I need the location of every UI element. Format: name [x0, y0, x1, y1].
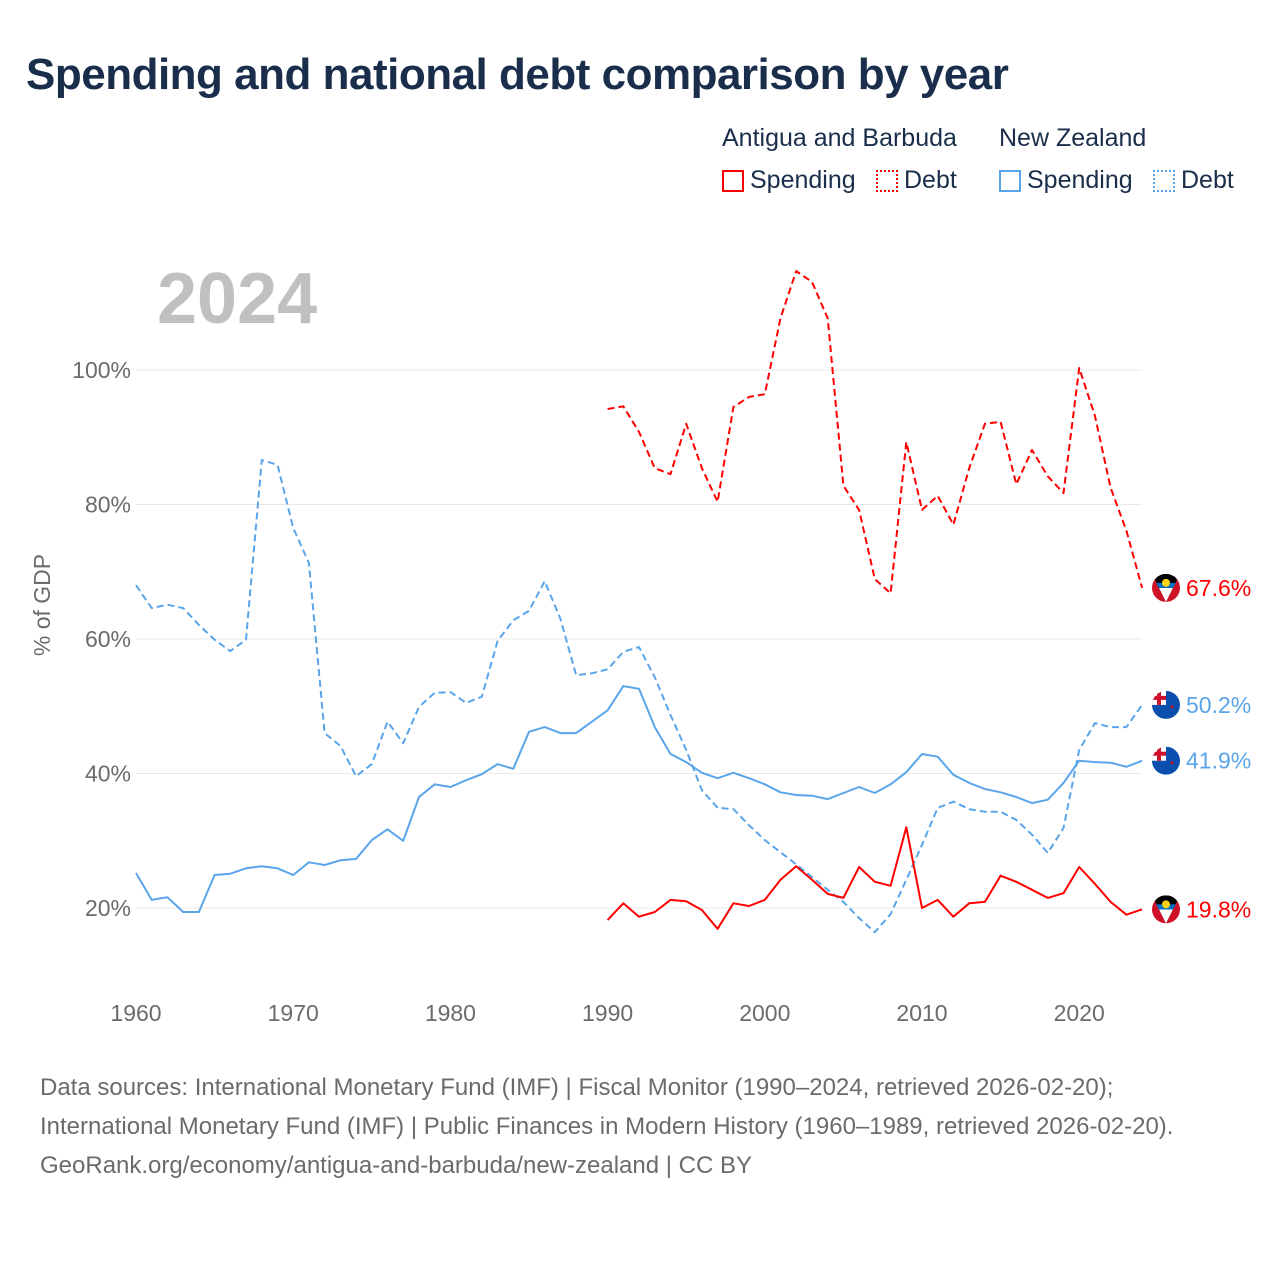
y-tick-label: 80%: [85, 492, 131, 518]
series-line-antigua-and-barbuda-debt[interactable]: [607, 270, 1144, 595]
antigua-flag-icon: [1152, 573, 1180, 602]
end-value-label: 41.9%: [1186, 748, 1251, 774]
series-line-new-zealand-debt[interactable]: [135, 459, 1143, 934]
data-sources: Data sources: International Monetary Fun…: [40, 1074, 1174, 1140]
legend-group-title: Antigua and Barbuda: [722, 124, 957, 152]
x-tick-label: 1960: [110, 1000, 161, 1026]
series-line-new-zealand-spending[interactable]: [135, 685, 1143, 913]
x-tick-label: 2010: [896, 1000, 947, 1026]
y-axis-label: % of GDP: [29, 554, 55, 656]
new-zealand-flag-icon: [1152, 746, 1180, 775]
credit-link[interactable]: GeoRank.org/economy/antigua-and-barbuda/…: [40, 1152, 752, 1179]
x-tick-label: 2000: [739, 1000, 790, 1026]
legend-label: Spending: [1027, 166, 1133, 194]
legend-label: Debt: [904, 166, 957, 194]
y-tick-label: 40%: [85, 761, 131, 787]
legend-group-title: New Zealand: [999, 124, 1147, 152]
dotted-swatch-icon: [1153, 169, 1175, 192]
legend-item-nz-debt[interactable]: Debt: [1153, 166, 1234, 195]
year-watermark: 2024: [157, 259, 317, 339]
legend-item-nz-spending[interactable]: Spending: [999, 166, 1133, 195]
end-value-label: 19.8%: [1186, 896, 1251, 922]
legend-label: Spending: [750, 166, 856, 194]
series-line-antigua-and-barbuda-spending[interactable]: [606, 826, 1143, 930]
y-tick-label: 60%: [85, 626, 131, 652]
legend-item-antigua-debt[interactable]: Debt: [876, 166, 957, 195]
chart-title: Spending and national debt comparison by…: [26, 50, 1009, 99]
legend-item-antigua-spending[interactable]: Spending: [722, 166, 856, 195]
solid-swatch-icon: [999, 169, 1021, 192]
y-tick-label: 20%: [85, 895, 131, 921]
solid-swatch-icon: [722, 169, 744, 192]
antigua-flag-icon: [1152, 895, 1180, 924]
y-tick-label: 100%: [72, 357, 131, 383]
dotted-swatch-icon: [876, 169, 898, 192]
end-value-label: 67.6%: [1186, 575, 1251, 601]
footer: Data sources: International Monetary Fun…: [40, 1068, 1240, 1185]
legend-label: Debt: [1181, 166, 1234, 194]
x-tick-label: 1970: [268, 1000, 319, 1026]
end-value-label: 50.2%: [1186, 692, 1251, 718]
x-tick-label: 2020: [1054, 1000, 1105, 1026]
new-zealand-flag-icon: [1152, 690, 1180, 719]
x-tick-label: 1990: [582, 1000, 633, 1026]
x-tick-label: 1980: [425, 1000, 476, 1026]
